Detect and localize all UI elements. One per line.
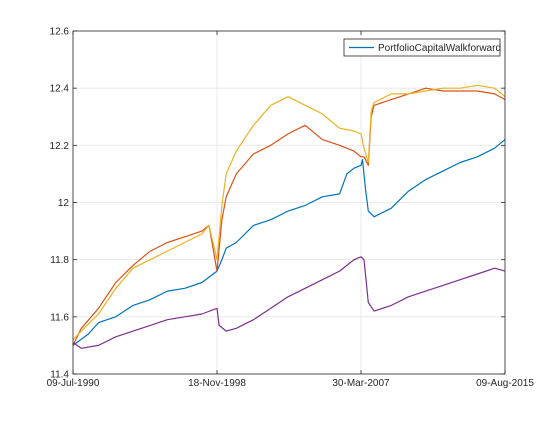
legend-box <box>343 38 501 57</box>
y-tick-label: 12.4 <box>50 84 70 95</box>
y-tick-label: 11.8 <box>50 255 69 266</box>
series-line-2 <box>72 87 506 346</box>
y-tick-label: 11.6 <box>50 312 69 323</box>
series-layer <box>72 84 506 349</box>
x-tick-label: 30-Mar-2007 <box>332 378 390 389</box>
legend: PortfolioCapitalWalkforward <box>343 38 501 57</box>
series-line-1 <box>72 139 506 346</box>
y-tick-label: 12.2 <box>50 141 70 152</box>
x-tick-label: 09-Jul-1990 <box>47 378 100 389</box>
x-tick-label: 18-Nov-1998 <box>188 378 246 389</box>
x-tick-label: 09-Aug-2015 <box>476 378 534 389</box>
series-line-3 <box>72 84 506 341</box>
y-tick-label: 12 <box>58 198 70 209</box>
legend-label: PortfolioCapitalWalkforward <box>378 43 501 54</box>
series-line-4 <box>72 256 506 349</box>
y-tick-label: 11.4 <box>50 370 69 381</box>
y-tick-label: 12.6 <box>50 27 70 38</box>
axes: 11.4 11.6 11.8 12 12.2 12.4 12.6 09-Jul-1990 18-… <box>47 27 535 390</box>
